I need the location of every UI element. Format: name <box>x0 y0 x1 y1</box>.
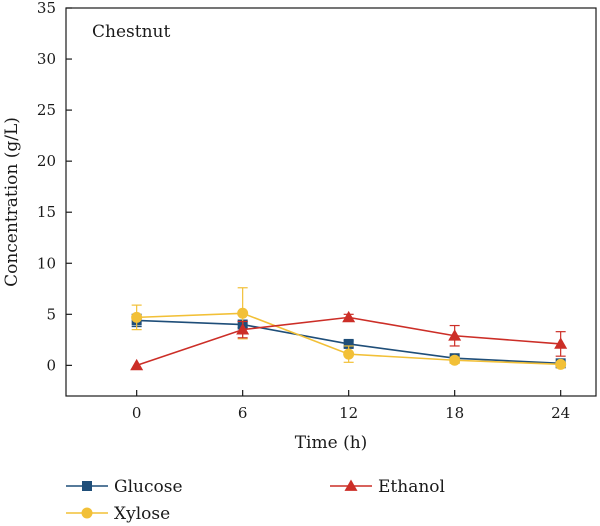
ethanol-point <box>448 329 462 341</box>
ethanol-point <box>130 358 144 371</box>
panel-label: Chestnut <box>92 22 170 42</box>
x-tick-label: 6 <box>238 404 248 422</box>
y-tick-label: 20 <box>37 152 56 170</box>
y-tick-label: 10 <box>37 254 56 272</box>
xylose-point <box>237 307 249 319</box>
x-tick-label: 18 <box>445 404 464 422</box>
legend-marker-xylose <box>81 507 93 519</box>
legend-item-glucose: Glucose <box>66 477 183 497</box>
x-axis-title: Time (h) <box>295 433 368 453</box>
y-axis-title: Concentration (g/L) <box>2 117 22 287</box>
legend-label-xylose: Xylose <box>114 504 170 524</box>
xylose-point <box>449 354 461 366</box>
y-axis: 0 5 10 15 20 25 30 35 <box>37 0 72 374</box>
y-tick-label: 30 <box>37 50 56 68</box>
legend-item-ethanol: Ethanol <box>330 477 445 497</box>
legend-item-xylose: Xylose <box>66 504 170 524</box>
ethanol-series <box>130 310 568 371</box>
xylose-point <box>131 311 143 323</box>
xylose-point <box>343 348 355 360</box>
y-tick-label: 15 <box>37 203 56 221</box>
ethanol-point <box>236 323 250 335</box>
legend-marker-ethanol <box>344 479 358 491</box>
x-tick-label: 0 <box>132 404 142 422</box>
xylose-point <box>555 358 567 370</box>
x-tick-label: 24 <box>551 404 570 422</box>
x-tick-label: 12 <box>339 404 358 422</box>
legend-marker-glucose <box>82 481 92 491</box>
series-layer <box>130 287 568 371</box>
ethanol-point <box>554 337 568 349</box>
plot-frame <box>65 7 597 397</box>
glucose-point <box>343 338 354 349</box>
xylose-series <box>131 287 567 370</box>
legend: Glucose Xylose Ethanol <box>66 477 445 524</box>
y-tick-label: 5 <box>46 305 56 323</box>
y-tick-label: 35 <box>37 0 56 17</box>
y-tick-label: 25 <box>37 101 56 119</box>
legend-label-ethanol: Ethanol <box>378 477 445 497</box>
x-axis: 0 6 12 18 24 <box>132 390 570 422</box>
ethanol-point <box>342 310 356 323</box>
legend-label-glucose: Glucose <box>114 477 183 497</box>
y-tick-label: 0 <box>46 356 56 374</box>
